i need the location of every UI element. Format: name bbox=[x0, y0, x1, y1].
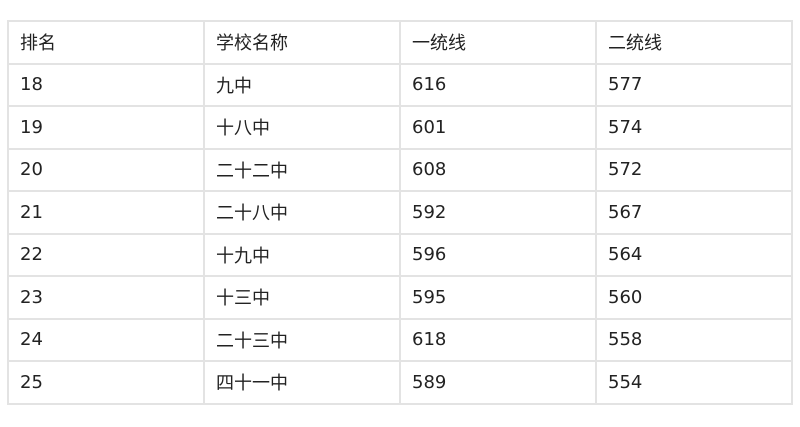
cell-school-name: 二十八中 bbox=[203, 190, 401, 235]
cell-rank: 18 bbox=[7, 62, 205, 107]
cell-rank: 22 bbox=[7, 232, 205, 277]
table-row: 25 四十一中 589 554 bbox=[7, 360, 793, 405]
table-row: 24 二十三中 618 558 bbox=[7, 317, 793, 362]
cell-second-line: 558 bbox=[595, 317, 793, 362]
cell-second-line: 564 bbox=[595, 232, 793, 277]
cell-rank: 20 bbox=[7, 147, 205, 192]
cell-second-line: 554 bbox=[595, 360, 793, 405]
cell-school-name: 十九中 bbox=[203, 232, 401, 277]
cell-school-name: 二十二中 bbox=[203, 147, 401, 192]
header-school-name: 学校名称 bbox=[203, 20, 401, 65]
table-header-row: 排名 学校名称 一统线 二统线 bbox=[7, 20, 793, 65]
cell-first-line: 601 bbox=[399, 105, 597, 150]
cell-first-line: 608 bbox=[399, 147, 597, 192]
cell-rank: 25 bbox=[7, 360, 205, 405]
table-row: 23 十三中 595 560 bbox=[7, 275, 793, 320]
cell-rank: 21 bbox=[7, 190, 205, 235]
table-row: 20 二十二中 608 572 bbox=[7, 147, 793, 192]
cell-school-name: 十八中 bbox=[203, 105, 401, 150]
cell-school-name: 二十三中 bbox=[203, 317, 401, 362]
table-row: 22 十九中 596 564 bbox=[7, 232, 793, 277]
cell-second-line: 574 bbox=[595, 105, 793, 150]
cell-first-line: 595 bbox=[399, 275, 597, 320]
table-row: 21 二十八中 592 567 bbox=[7, 190, 793, 235]
ranking-table: 排名 学校名称 一统线 二统线 18 九中 616 577 19 十八中 601 574 20 二… bbox=[7, 20, 793, 405]
cell-school-name: 九中 bbox=[203, 62, 401, 107]
table-row: 18 九中 616 577 bbox=[7, 62, 793, 107]
cell-first-line: 589 bbox=[399, 360, 597, 405]
header-rank: 排名 bbox=[7, 20, 205, 65]
cell-second-line: 560 bbox=[595, 275, 793, 320]
table-row: 19 十八中 601 574 bbox=[7, 105, 793, 150]
cell-second-line: 567 bbox=[595, 190, 793, 235]
cell-first-line: 596 bbox=[399, 232, 597, 277]
cell-first-line: 618 bbox=[399, 317, 597, 362]
cell-school-name: 十三中 bbox=[203, 275, 401, 320]
cell-second-line: 572 bbox=[595, 147, 793, 192]
header-first-line: 一统线 bbox=[399, 20, 597, 65]
cell-first-line: 592 bbox=[399, 190, 597, 235]
cell-school-name: 四十一中 bbox=[203, 360, 401, 405]
cell-second-line: 577 bbox=[595, 62, 793, 107]
cell-first-line: 616 bbox=[399, 62, 597, 107]
cell-rank: 23 bbox=[7, 275, 205, 320]
cell-rank: 24 bbox=[7, 317, 205, 362]
header-second-line: 二统线 bbox=[595, 20, 793, 65]
cell-rank: 19 bbox=[7, 105, 205, 150]
